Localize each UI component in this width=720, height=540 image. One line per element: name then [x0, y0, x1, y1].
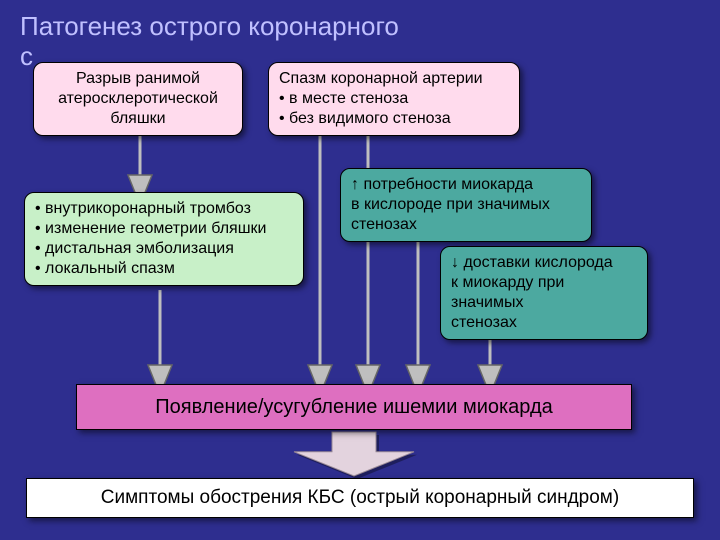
rupture-l1: Разрыв ранимой — [44, 69, 232, 89]
supply-l3: значимых — [451, 293, 637, 313]
title-line2: с — [20, 41, 33, 71]
title-line1: Патогенез острого коронарного — [20, 11, 399, 41]
cons-b3: • дистальная эмболизация — [35, 239, 293, 259]
box-rupture: Разрыв ранимой атеросклеротической бляшк… — [33, 62, 243, 136]
rupture-l2: атеросклеротической — [44, 89, 232, 109]
spasm-b1: • в месте стеноза — [279, 89, 509, 109]
ischemia-text: Появление/усугубление ишемии миокарда — [155, 395, 553, 420]
cons-b1: • внутрикоронарный тромбоз — [35, 199, 293, 219]
cons-b4: • локальный спазм — [35, 259, 293, 279]
box-ischemia: Появление/усугубление ишемии миокарда — [76, 384, 632, 430]
demand-l3: стенозах — [351, 215, 581, 235]
box-spasm: Спазм коронарной артерии • в месте стено… — [268, 62, 520, 136]
symptoms-text: Симптомы обострения КБС (острый коронарн… — [101, 486, 619, 510]
demand-l1: ↑ потребности миокарда — [351, 175, 581, 195]
slide-title: Патогенез острого коронарного с — [0, 0, 720, 72]
box-symptoms: Симптомы обострения КБС (острый коронарн… — [26, 478, 694, 518]
supply-l2: к миокарду при — [451, 273, 637, 293]
supply-l1: ↓ доставки кислорода — [451, 253, 637, 273]
spasm-heading: Спазм коронарной артерии — [279, 69, 509, 89]
demand-l2: в кислороде при значимых — [351, 195, 581, 215]
rupture-l3: бляшки — [44, 109, 232, 129]
cons-b2: • изменение геометрии бляшки — [35, 219, 293, 239]
spasm-b2: • без видимого стеноза — [279, 109, 509, 129]
box-demand: ↑ потребности миокарда в кислороде при з… — [340, 168, 592, 242]
box-supply: ↓ доставки кислорода к миокарду при знач… — [440, 246, 648, 340]
box-consequences: • внутрикоронарный тромбоз • изменение г… — [24, 192, 304, 286]
supply-l4: стенозах — [451, 313, 637, 333]
